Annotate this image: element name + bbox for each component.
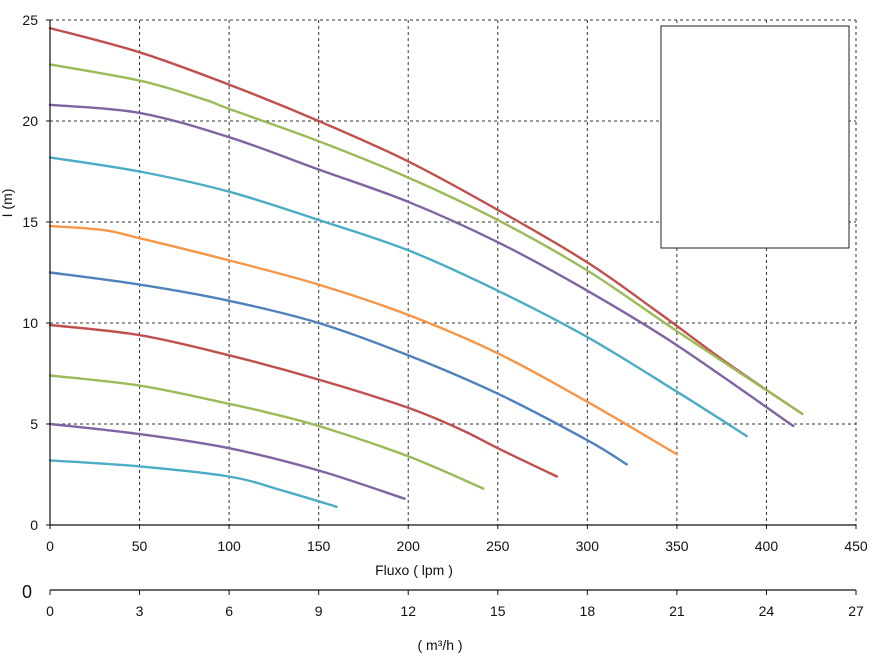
legend-box bbox=[660, 25, 850, 249]
y-tick-label-20: 20 bbox=[22, 113, 38, 129]
secondary-x-tick-label-12: 12 bbox=[400, 603, 416, 619]
x-tick-label-300: 300 bbox=[576, 538, 600, 554]
series-line-curve-3 bbox=[48, 103, 795, 428]
x-tick-label-100: 100 bbox=[217, 538, 241, 554]
y-tick-label-0: 0 bbox=[30, 517, 38, 533]
x-tick-label-150: 150 bbox=[307, 538, 331, 554]
x-tick-label-50: 50 bbox=[132, 538, 148, 554]
x-tick-label-0: 0 bbox=[46, 538, 54, 554]
series-line-curve-2 bbox=[48, 63, 804, 416]
secondary-x-tick-label-9: 9 bbox=[315, 603, 323, 619]
series-line-curve-9 bbox=[48, 422, 406, 500]
secondary-x-tick-label-21: 21 bbox=[669, 603, 685, 619]
grid-layer bbox=[50, 19, 857, 525]
x-tick-label-450: 450 bbox=[844, 538, 868, 554]
series-line-curve-6 bbox=[48, 271, 628, 466]
series-line-curve-1 bbox=[48, 26, 804, 416]
y-tick-label-10: 10 bbox=[22, 315, 38, 331]
secondary-x-tick-label-3: 3 bbox=[136, 603, 144, 619]
x-tick-label-250: 250 bbox=[486, 538, 510, 554]
secondary-x-tick-label-0: 0 bbox=[46, 603, 54, 619]
series-layer bbox=[48, 26, 804, 508]
x-tick-label-200: 200 bbox=[397, 538, 421, 554]
secondary-x-tick-label-6: 6 bbox=[225, 603, 233, 619]
series-line-curve-7 bbox=[48, 323, 559, 478]
secondary-x-tick-label-18: 18 bbox=[580, 603, 596, 619]
y-axis-title: I (m) bbox=[0, 189, 15, 218]
secondary-x-tick-label-24: 24 bbox=[759, 603, 775, 619]
y-tick-label-5: 5 bbox=[30, 416, 38, 432]
axes-layer bbox=[46, 19, 857, 595]
series-line-curve-8 bbox=[48, 374, 485, 490]
x-tick-label-350: 350 bbox=[665, 538, 689, 554]
secondary-x-tick-label-15: 15 bbox=[490, 603, 506, 619]
y-tick-label-15: 15 bbox=[22, 214, 38, 230]
y-tick-label-25: 25 bbox=[22, 12, 38, 28]
x-tick-label-400: 400 bbox=[755, 538, 779, 554]
secondary-x-axis-title: ( m³/h ) bbox=[417, 637, 462, 653]
series-line-curve-4 bbox=[48, 156, 748, 438]
x-axis-title: Fluxo ( lpm ) bbox=[375, 562, 453, 578]
secondary-axis-corner-label: 0 bbox=[22, 582, 32, 602]
series-line-curve-5 bbox=[48, 224, 679, 456]
series-line-curve-10 bbox=[48, 459, 338, 508]
secondary-x-tick-label-27: 27 bbox=[848, 603, 864, 619]
